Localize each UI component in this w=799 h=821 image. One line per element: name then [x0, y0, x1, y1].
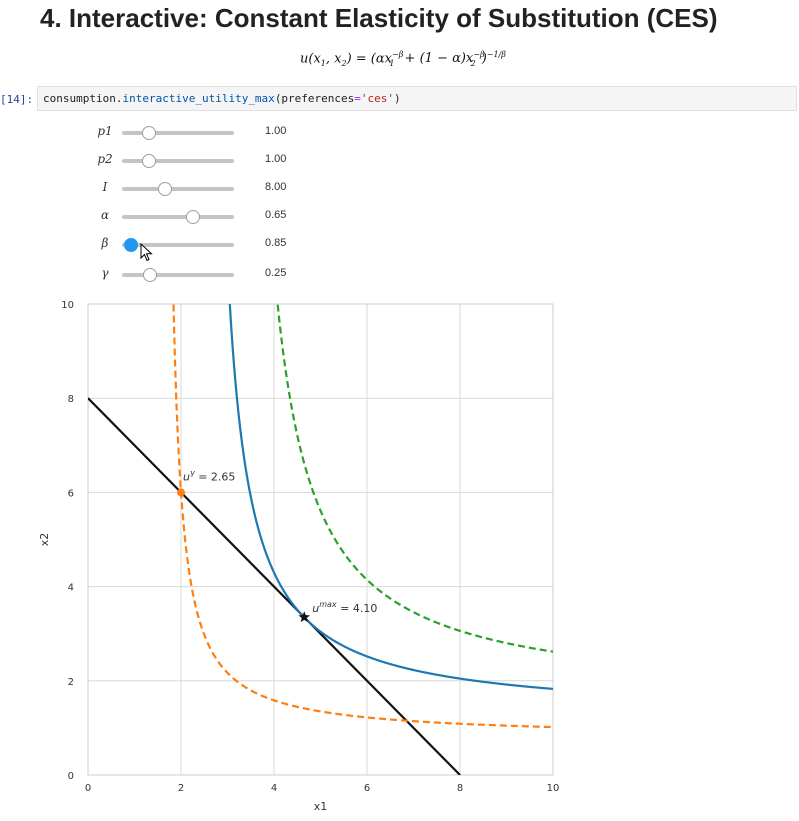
- point-marker: [177, 488, 185, 497]
- code-eq: =: [354, 92, 361, 105]
- point-annotation: uγ = 2.65: [183, 468, 235, 483]
- slider-handle[interactable]: [141, 126, 156, 140]
- slider-value: 0.85: [265, 237, 287, 249]
- x-tick-label: 10: [547, 783, 560, 794]
- x-tick-label: 4: [271, 783, 277, 794]
- slider-row: p1 1.00: [60, 122, 360, 142]
- x-tick-label: 2: [178, 783, 184, 794]
- slider-label: α: [100, 208, 110, 222]
- annotation-superscript: γ: [190, 468, 196, 477]
- x-tick-label: 8: [457, 783, 463, 794]
- code-cell[interactable]: consumption.interactive_utility_max(pref…: [37, 86, 797, 111]
- slider-row: I 8.00: [60, 178, 360, 198]
- y-tick-label: 4: [68, 583, 74, 594]
- y-axis-label: x2: [40, 533, 51, 547]
- code-object: consumption.: [43, 92, 123, 105]
- annotation-main: u: [312, 602, 319, 615]
- slider-row: γ 0.25: [60, 264, 360, 284]
- code-open: (preferences: [274, 92, 355, 105]
- slider-value: 1.00: [265, 125, 287, 137]
- slider-handle[interactable]: [141, 154, 156, 168]
- indifference-curve: [172, 304, 553, 729]
- annotation-main: u: [183, 470, 190, 483]
- mouse-pointer-icon: [140, 243, 153, 262]
- indifference-curve: [276, 304, 553, 653]
- annotation-superscript: max: [319, 600, 337, 609]
- optimum-star-marker: [298, 611, 310, 623]
- page-heading: 4. Interactive: Constant Elasticity of S…: [40, 3, 718, 33]
- x-tick-label: 6: [364, 783, 370, 794]
- y-tick-label: 2: [68, 677, 74, 688]
- slider-label: γ: [101, 266, 109, 280]
- slider-label: p2: [97, 152, 113, 166]
- slider-row: α 0.65: [60, 206, 360, 226]
- utility-formula: u(x1, x2) = (αx−β1 + (1 − α)x−β2)−1/β: [300, 50, 506, 68]
- y-tick-label: 8: [68, 394, 74, 405]
- slider-track[interactable]: [122, 131, 234, 135]
- slider-value: 0.65: [265, 209, 287, 221]
- slider-value: 1.00: [265, 153, 287, 165]
- x-tick-label: 0: [85, 783, 91, 794]
- x-axis-label: x1: [314, 800, 328, 813]
- y-tick-label: 6: [68, 488, 74, 499]
- cell-prompt: [14]:: [0, 93, 34, 106]
- slider-label: p1: [97, 124, 113, 138]
- slider-value: 0.25: [265, 267, 287, 279]
- plot-frame: [87, 303, 554, 776]
- slider-label: I: [102, 180, 108, 194]
- slider-track[interactable]: [122, 215, 234, 219]
- y-tick-label: 10: [61, 300, 74, 311]
- slider-track[interactable]: [122, 273, 234, 277]
- code-function: interactive_utility_max: [122, 92, 275, 105]
- slider-handle[interactable]: [143, 268, 157, 282]
- slider-track[interactable]: [122, 243, 234, 247]
- slider-label: β: [101, 236, 109, 250]
- y-tick-label: 0: [68, 771, 74, 782]
- annotation-value: = 4.10: [337, 602, 378, 615]
- slider-track[interactable]: [122, 159, 234, 163]
- point-annotation: umax = 4.10: [312, 600, 377, 615]
- budget-line: [88, 397, 461, 775]
- annotation-value: = 2.65: [195, 470, 236, 483]
- slider-handle[interactable]: [123, 238, 138, 252]
- indifference-curve: [228, 304, 553, 690]
- code-string: 'ces': [360, 92, 395, 105]
- slider-row: p2 1.00: [60, 150, 360, 170]
- slider-track[interactable]: [122, 187, 234, 191]
- slider-handle[interactable]: [186, 210, 201, 224]
- slider-handle[interactable]: [158, 182, 173, 196]
- slider-value: 8.00: [265, 181, 287, 193]
- slider-row: β 0.85: [60, 234, 360, 254]
- code-close: ): [394, 92, 401, 105]
